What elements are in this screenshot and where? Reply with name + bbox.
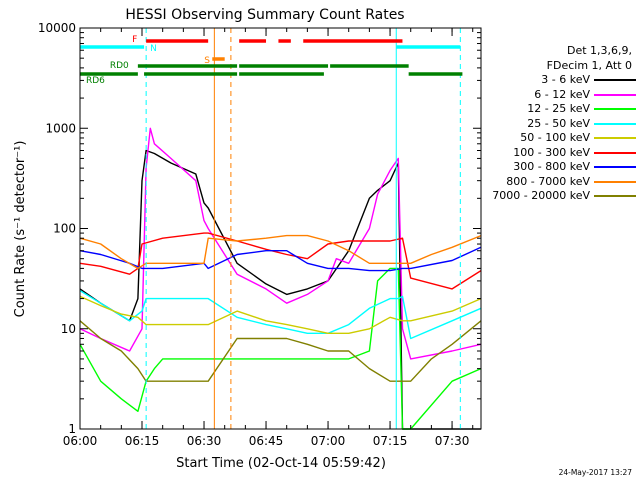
vline-layer bbox=[79, 28, 461, 429]
legend-header-line1: Det 1,3,6,9, bbox=[566, 44, 632, 57]
y-tick-label: 10 bbox=[61, 322, 76, 336]
legend-entry-label: 6 - 12 keV bbox=[534, 87, 590, 101]
series-line-2 bbox=[79, 267, 482, 430]
x-tick-label: 06:00 bbox=[63, 434, 98, 448]
legend-entry-0: 3 - 6 keV bbox=[486, 73, 636, 88]
legend-entry-3: 25 - 50 keV bbox=[486, 117, 636, 132]
legend-swatch bbox=[594, 166, 636, 169]
flag-label-rd0: RD0 bbox=[110, 61, 129, 71]
series-line-4 bbox=[79, 295, 482, 334]
x-tick-label: 07:15 bbox=[373, 434, 408, 448]
legend-rows: 3 - 6 keV 6 - 12 keV 12 - 25 keV 25 - 50 ke… bbox=[486, 73, 636, 204]
legend-entry-1: 6 - 12 keV bbox=[486, 88, 636, 103]
footer-date: 24-May-2017 13:27 bbox=[558, 468, 632, 477]
y-tick-label: 100 bbox=[53, 222, 76, 236]
series-line-6 bbox=[79, 246, 482, 272]
legend-swatch bbox=[594, 195, 636, 198]
legend-entry-8: 7000 - 20000 keV bbox=[486, 189, 636, 204]
legend-swatch bbox=[594, 180, 636, 183]
legend-swatch bbox=[594, 108, 636, 111]
y-axis-title: Count Rate (s⁻¹ detector⁻¹) bbox=[13, 141, 28, 318]
series-line-0 bbox=[79, 149, 481, 430]
flag-label-rd6: RD6 bbox=[86, 76, 105, 86]
x-axis-title: Start Time (02-Oct-14 05:59:42) bbox=[176, 456, 386, 471]
legend-entry-7: 800 - 7000 keV bbox=[486, 175, 636, 190]
legend-entry-label: 100 - 300 keV bbox=[513, 145, 590, 159]
series-line-5 bbox=[79, 232, 482, 290]
x-tick-label: 06:45 bbox=[249, 434, 284, 448]
legend-swatch bbox=[594, 151, 636, 154]
legend-entry-label: 800 - 7000 keV bbox=[506, 174, 590, 188]
legend-entry-6: 300 - 800 keV bbox=[486, 160, 636, 175]
flag-label-n: N bbox=[150, 44, 157, 54]
series-line-1 bbox=[79, 127, 482, 360]
x-tick-label: 06:15 bbox=[125, 434, 160, 448]
legend: Det 1,3,6,9, FDecim 1, Att 0 3 - 6 keV 6 … bbox=[486, 44, 636, 204]
legend-swatch bbox=[594, 137, 636, 140]
y-tick-label: 10000 bbox=[38, 21, 76, 35]
legend-entry-label: 50 - 100 keV bbox=[520, 131, 590, 144]
x-tick-label: 07:30 bbox=[435, 434, 470, 448]
chart-title: HESSI Observing Summary Count Rates bbox=[125, 7, 404, 23]
flag-label-s: S bbox=[204, 56, 210, 66]
series-line-3 bbox=[79, 290, 482, 340]
legend-swatch bbox=[594, 122, 636, 125]
tick-layer: 06:00 06:15 06:30 06:45 07:00 07:15 07:30 1 10 10… bbox=[38, 21, 481, 448]
legend-entry-label: 3 - 6 keV bbox=[541, 73, 590, 86]
legend-swatch bbox=[594, 93, 636, 96]
legend-swatch bbox=[594, 79, 636, 82]
legend-header-line2: FDecim 1, Att 0 bbox=[546, 58, 632, 72]
legend-entry-2: 12 - 25 keV bbox=[486, 102, 636, 117]
legend-entry-5: 100 - 300 keV bbox=[486, 146, 636, 161]
legend-entry-label: 7000 - 20000 keV bbox=[492, 189, 590, 202]
legend-entry-4: 50 - 100 keV bbox=[486, 131, 636, 146]
legend-entry-label: 300 - 800 keV bbox=[513, 160, 590, 173]
series-layer bbox=[79, 127, 482, 430]
x-tick-label: 06:30 bbox=[187, 434, 222, 448]
x-tick-label: 07:00 bbox=[311, 434, 346, 448]
y-tick-label: 1000 bbox=[45, 121, 76, 135]
legend-entry-label: 25 - 50 keV bbox=[527, 116, 590, 130]
legend-entry-label: 12 - 25 keV bbox=[527, 102, 590, 115]
series-line-7 bbox=[79, 234, 482, 270]
series-line-8 bbox=[79, 320, 482, 382]
flag-layer: N S F RD0 RD6 bbox=[80, 35, 463, 86]
y-tick-label: 1 bbox=[68, 422, 76, 436]
flag-label-f: F bbox=[132, 35, 137, 45]
